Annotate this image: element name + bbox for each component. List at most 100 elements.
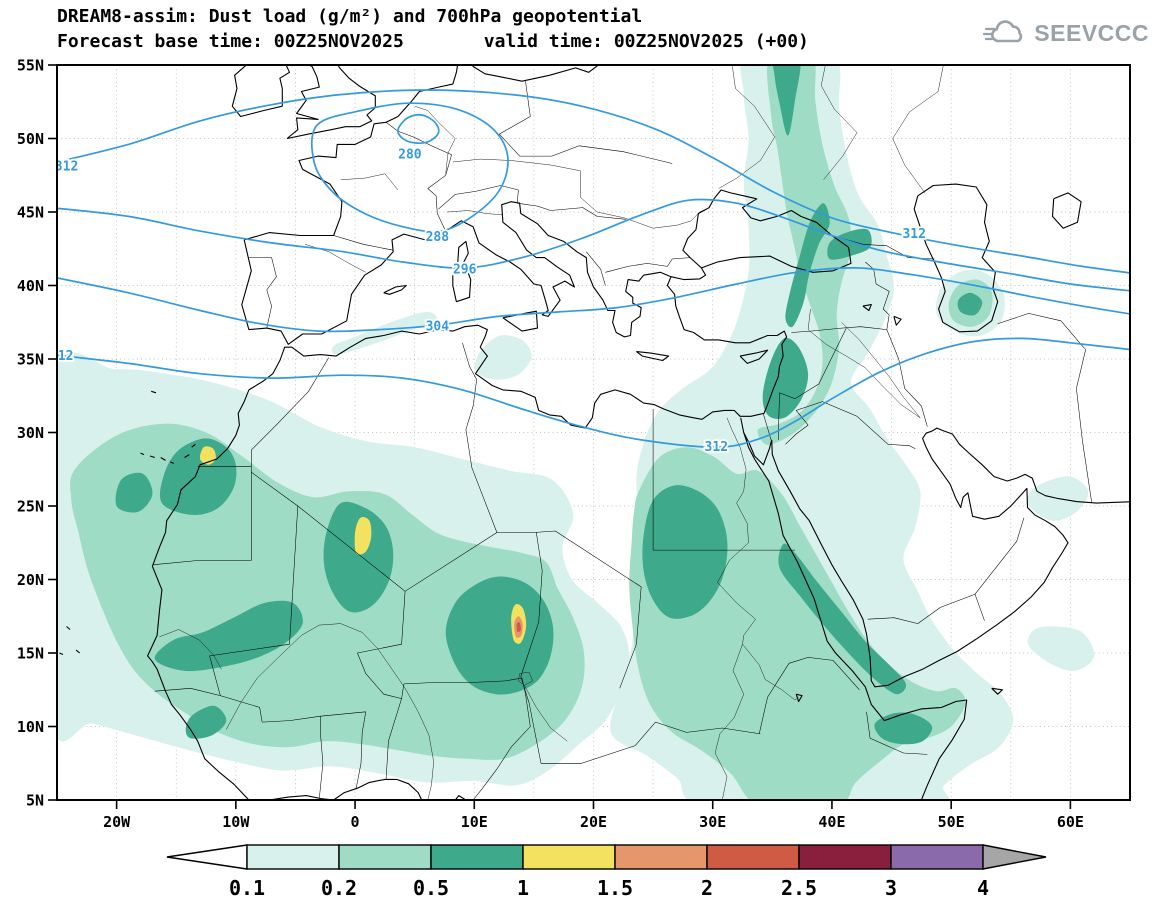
forecast-map: 312 280 288 296 304 312 312 312 55N 50N 45N 40N 35N 3…: [17, 57, 1131, 831]
river: [718, 65, 775, 189]
dust-fill-region: [762, 337, 809, 420]
coastline: [740, 417, 968, 800]
lon-tick-label: 20E: [580, 813, 607, 831]
dust-fill-region: [474, 335, 532, 380]
logo-text: SEEVCCC: [1034, 19, 1149, 46]
country-border: [289, 715, 321, 721]
river: [414, 105, 456, 174]
dust-fill-region: [354, 516, 372, 555]
country-border: [209, 655, 221, 696]
country-border: [785, 401, 823, 445]
country-border: [319, 716, 324, 799]
coastline: [286, 65, 376, 140]
colorbar-arrow-left: [166, 844, 248, 870]
country-border: [251, 357, 330, 467]
country-border: [788, 657, 860, 690]
river: [518, 671, 533, 686]
geopotential-contour-label: 280: [398, 148, 422, 163]
country-border: [541, 745, 636, 764]
country-border: [355, 711, 367, 789]
country-border: [289, 505, 299, 645]
country-border: [619, 586, 642, 689]
coastline: [670, 267, 707, 281]
river: [714, 644, 744, 800]
country-border: [778, 392, 780, 440]
contour-labels: 312 280 288 296 304 312 312 312: [50, 146, 928, 457]
river: [742, 644, 799, 701]
country-border: [1076, 348, 1093, 504]
coastline: [160, 457, 166, 461]
country-border: [520, 532, 543, 677]
country-border: [867, 593, 976, 624]
forecast-base-time: Forecast base time: 00Z25NOV2025: [57, 31, 404, 52]
colorbar-label: 2.5: [781, 876, 817, 900]
river: [226, 623, 434, 800]
lon-tick-label: 0: [351, 813, 360, 831]
country-border: [462, 342, 477, 430]
colorbar-segment: [246, 844, 340, 870]
lat-tick-label: 40N: [17, 277, 44, 295]
geopotential-contour-label: 288: [426, 230, 450, 245]
coastline: [151, 390, 157, 394]
geopotential-contour-label: 296: [453, 262, 477, 277]
coastline: [1051, 192, 1082, 229]
river: [452, 158, 710, 229]
country-border: [248, 257, 277, 329]
dust-fill-region: [331, 311, 437, 355]
lon-axis: 20W 10W 0 10E 20E 30E 40E 50E 60E: [103, 800, 1084, 831]
country-border: [517, 202, 626, 220]
lat-tick-label: 15N: [17, 645, 44, 663]
geopotential-contour: [57, 198, 1130, 292]
lat-tick-label: 20N: [17, 571, 44, 589]
colorbar-segment: [798, 844, 892, 870]
dust-shading: [57, 65, 1095, 800]
geopotential-contour: [397, 113, 440, 144]
dust-fill-region: [154, 600, 303, 672]
coastline: [170, 461, 175, 464]
country-border: [605, 257, 691, 273]
dust-fill-region: [323, 501, 394, 613]
coastline: [231, 65, 283, 118]
country-border: [499, 81, 673, 164]
colorbar-label: 0.5: [413, 876, 449, 900]
colorbar: 0.1 0.2 0.5 1 1.5 2 2.5 3 4: [166, 844, 1047, 900]
dust-fill-region: [874, 712, 933, 745]
geopotential-contour-label: 312: [50, 349, 73, 364]
coastline: [66, 626, 71, 630]
coastline: [457, 240, 469, 266]
country-border: [190, 688, 221, 696]
coastline: [191, 443, 196, 448]
country-border: [154, 688, 191, 692]
country-border: [634, 721, 761, 746]
river: [892, 65, 944, 194]
dust-fill-region: [778, 543, 907, 695]
coastline: [75, 649, 81, 654]
lat-tick-label: 35N: [17, 351, 44, 369]
geopotential-contour: [310, 102, 509, 233]
country-border: [385, 698, 402, 780]
dust-fill-region: [957, 292, 983, 316]
river: [807, 308, 921, 419]
coastline: [279, 65, 291, 107]
coastline: [771, 427, 1130, 688]
country-border: [209, 643, 290, 657]
seevccc-logo: SEEVCCC: [983, 18, 1149, 48]
dust-fill-region: [115, 472, 153, 513]
colorbar-label: 3: [885, 876, 897, 900]
colorbar-segment: [430, 844, 524, 870]
colorbar-segment: [338, 844, 432, 870]
country-border: [886, 329, 928, 427]
coastline: [454, 795, 467, 800]
country-border: [357, 591, 406, 654]
country-border: [320, 711, 366, 717]
lon-tick-label: 60E: [1057, 813, 1084, 831]
geopotential-contour: [57, 89, 1130, 274]
country-borders: [152, 81, 1093, 800]
lon-tick-label: 40E: [818, 813, 845, 831]
dust-fill-region: [642, 485, 728, 619]
lon-tick-label: 10W: [222, 813, 250, 831]
colorbar-segment: [706, 844, 800, 870]
coastline: [862, 304, 872, 312]
dust-fill-region: [516, 622, 521, 633]
country-border: [758, 663, 790, 734]
